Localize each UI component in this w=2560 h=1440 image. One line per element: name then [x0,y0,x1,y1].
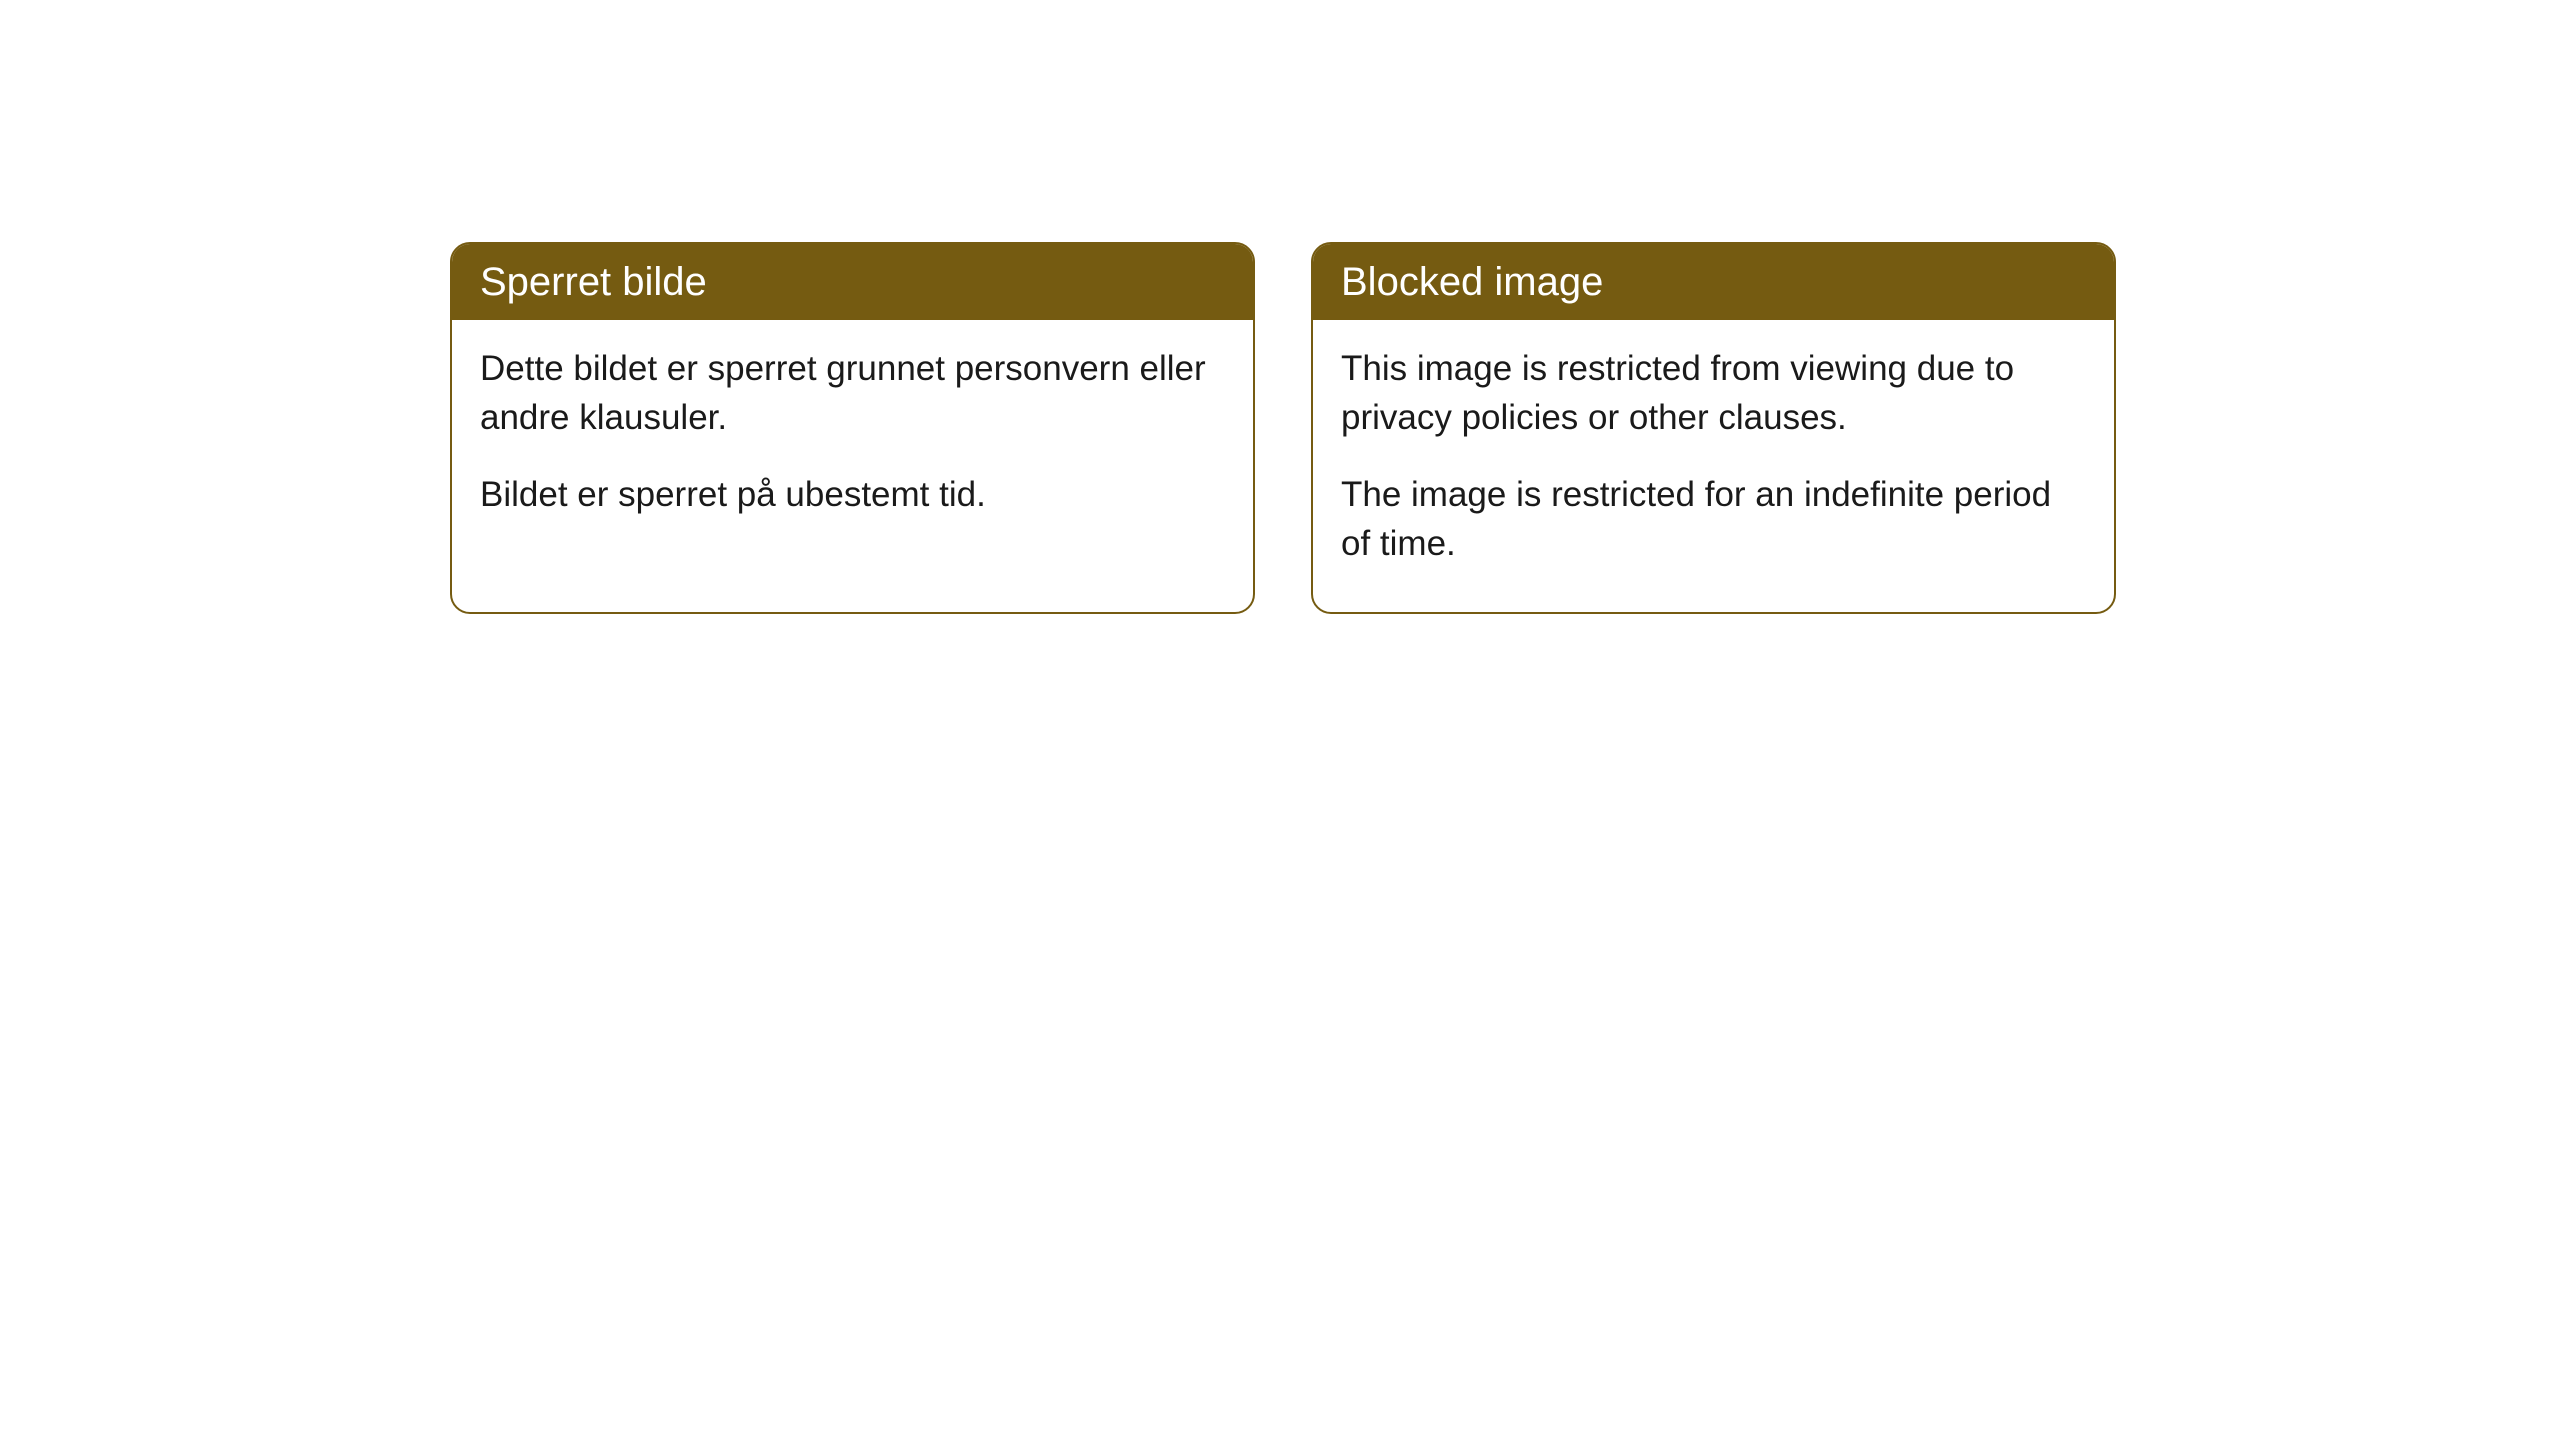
card-body: This image is restricted from viewing du… [1313,320,2114,612]
card-body: Dette bildet er sperret grunnet personve… [452,320,1253,563]
card-title: Blocked image [1341,260,1603,304]
notice-container: Sperret bilde Dette bildet er sperret gr… [0,0,2560,614]
notice-card-english: Blocked image This image is restricted f… [1311,242,2116,614]
notice-card-norwegian: Sperret bilde Dette bildet er sperret gr… [450,242,1255,614]
card-header: Sperret bilde [452,244,1253,320]
card-title: Sperret bilde [480,260,707,304]
card-paragraph: This image is restricted from viewing du… [1341,344,2086,442]
card-header: Blocked image [1313,244,2114,320]
card-paragraph: Dette bildet er sperret grunnet personve… [480,344,1225,442]
card-paragraph: The image is restricted for an indefinit… [1341,470,2086,568]
card-paragraph: Bildet er sperret på ubestemt tid. [480,470,1225,519]
